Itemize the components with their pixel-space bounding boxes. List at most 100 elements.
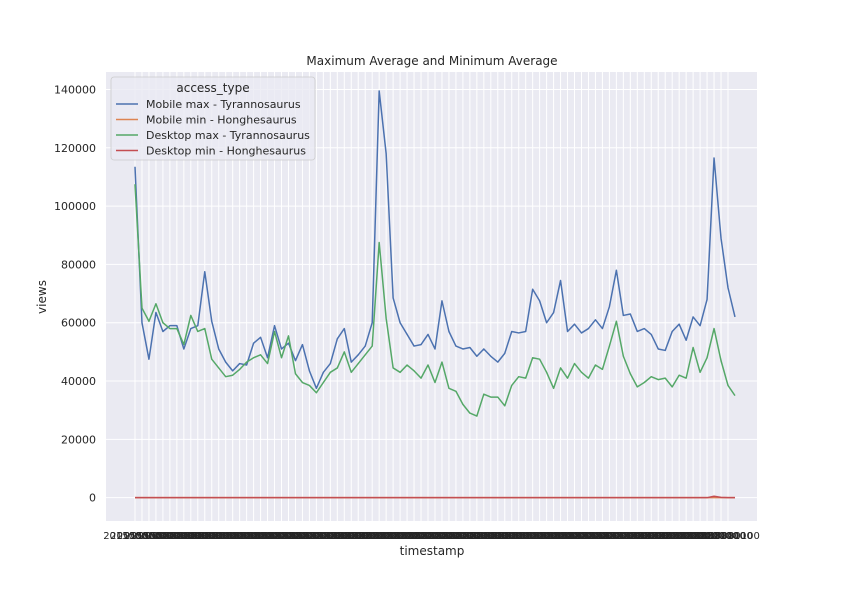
x-tick-labels: 2015080100201508010020150801002015080100… <box>103 531 760 542</box>
legend-label: Mobile min - Honghesaurus <box>146 114 297 127</box>
x-tick-label: 2015080100 <box>417 531 481 542</box>
x-tick-label: 2015080100 <box>173 531 237 542</box>
x-tick-label: 2015080100 <box>354 531 418 542</box>
x-tick-label: 2015080100 <box>424 531 488 542</box>
x-tick-label: 2015080100 <box>682 531 746 542</box>
x-tick-label: 2015080100 <box>564 531 628 542</box>
x-tick-label: 2015080100 <box>326 531 390 542</box>
y-tick-label: 120000 <box>54 142 96 155</box>
x-tick-label: 2015080100 <box>403 531 467 542</box>
x-tick-label: 2015080100 <box>361 531 425 542</box>
x-tick-label: 2015080100 <box>459 531 523 542</box>
y-tick-label: 80000 <box>61 258 96 271</box>
x-tick-label: 2015080100 <box>152 531 216 542</box>
x-tick-label: 2015080100 <box>550 531 614 542</box>
x-tick-label: 2015080100 <box>375 531 439 542</box>
x-tick-label: 2015080100 <box>208 531 272 542</box>
x-tick-label: 2015080100 <box>236 531 300 542</box>
x-tick-label: 2015080100 <box>110 531 174 542</box>
legend-label: Desktop min - Honghesaurus <box>146 145 306 158</box>
legend-label: Desktop max - Tyrannosaurus <box>146 129 310 142</box>
x-tick-label: 2015080100 <box>661 531 725 542</box>
x-tick-label: 2015080100 <box>229 531 293 542</box>
x-tick-label: 2015080100 <box>452 531 516 542</box>
series-line <box>135 495 735 499</box>
series-line <box>134 184 736 417</box>
legend-title: access_type <box>176 81 249 95</box>
x-tick-label: 2015080100 <box>640 531 704 542</box>
x-tick-label: 2015080100 <box>522 531 586 542</box>
x-tick-label: 2015080100 <box>605 531 669 542</box>
x-tick-label: 2015080100 <box>438 531 502 542</box>
x-tick-label: 2015080100 <box>285 531 349 542</box>
x-tick-label: 2015080100 <box>626 531 690 542</box>
x-tick-label: 2015080100 <box>166 531 230 542</box>
x-tick-label: 2015080100 <box>619 531 683 542</box>
x-tick-label: 2015080100 <box>201 531 265 542</box>
x-tick-label: 2015080100 <box>501 531 565 542</box>
y-tick-label: 20000 <box>61 433 96 446</box>
x-tick-label: 2015080100 <box>578 531 642 542</box>
x-tick-label: 2015080100 <box>487 531 551 542</box>
x-tick-label: 2015080100 <box>264 531 328 542</box>
x-tick-label: 2015080100 <box>571 531 635 542</box>
x-tick-label: 2015080100 <box>222 531 286 542</box>
x-tick-label: 2015080100 <box>647 531 711 542</box>
x-tick-label: 2015080100 <box>187 531 251 542</box>
x-tick-label: 2015080100 <box>257 531 321 542</box>
x-tick-label: 2015080100 <box>675 531 739 542</box>
x-tick-label: 2015080100 <box>215 531 279 542</box>
x-tick-label: 2015080100 <box>466 531 530 542</box>
legend: access_type Mobile max - TyrannosaurusMo… <box>110 76 316 161</box>
x-tick-label: 2015080100 <box>480 531 544 542</box>
x-tick-label: 2015080100 <box>138 531 202 542</box>
x-tick-label: 2015080100 <box>396 531 460 542</box>
x-tick-label: 2015080100 <box>312 531 376 542</box>
x-tick-label: 2015080100 <box>612 531 676 542</box>
x-tick-label: 2015080100 <box>347 531 411 542</box>
x-tick-label: 2015080100 <box>124 531 188 542</box>
x-tick-label: 2015080100 <box>389 531 453 542</box>
x-tick-label: 2015080100 <box>696 531 760 542</box>
x-tick-label: 2015080100 <box>271 531 335 542</box>
x-tick-label: 2015080100 <box>557 531 621 542</box>
series-line <box>134 90 736 390</box>
legend-entries: Mobile max - Tyrannosaurus Mobile min - H… <box>116 98 310 158</box>
y-tick-label: 60000 <box>61 317 96 330</box>
x-tick-label: 2015080100 <box>599 531 663 542</box>
x-tick-label: 2015080100 <box>689 531 753 542</box>
x-tick-label: 2015080100 <box>103 531 167 542</box>
x-tick-label: 2015080100 <box>368 531 432 542</box>
x-tick-label: 2015080100 <box>117 531 181 542</box>
y-tick-labels: 0 20000 40000 60000 80000 100000 120000 140000 <box>54 83 96 504</box>
x-tick-label: 2015080100 <box>508 531 572 542</box>
x-tick-label: 2015080100 <box>292 531 356 542</box>
x-tick-label: 2015080100 <box>250 531 314 542</box>
x-tick-label: 2015080100 <box>159 531 223 542</box>
x-tick-label: 2015080100 <box>278 531 342 542</box>
x-tick-label: 2015080100 <box>585 531 649 542</box>
y-tick-label: 140000 <box>54 83 96 96</box>
x-tick-label: 2015080100 <box>340 531 404 542</box>
x-tick-label: 2015080100 <box>180 531 244 542</box>
x-tick-label: 2015080100 <box>431 531 495 542</box>
x-tick-label: 2015080100 <box>131 531 195 542</box>
x-tick-label: 2015080100 <box>543 531 607 542</box>
x-tick-label: 2015080100 <box>410 531 474 542</box>
x-tick-label: 2015080100 <box>633 531 697 542</box>
x-tick-label: 2015080100 <box>473 531 537 542</box>
x-tick-label: 2015080100 <box>515 531 579 542</box>
x-tick-label: 2015080100 <box>333 531 397 542</box>
legend-label: Mobile max - Tyrannosaurus <box>146 98 301 111</box>
x-tick-label: 2015080100 <box>592 531 656 542</box>
x-tick-label: 2015080100 <box>494 531 558 542</box>
y-axis-label: views <box>35 280 49 314</box>
x-tick-label: 2015080100 <box>668 531 732 542</box>
x-tick-label: 2015080100 <box>299 531 363 542</box>
y-tick-label: 0 <box>89 492 96 505</box>
x-tick-label: 2015080100 <box>536 531 600 542</box>
x-tick-label: 2015080100 <box>306 531 370 542</box>
x-tick-label: 2015080100 <box>529 531 593 542</box>
